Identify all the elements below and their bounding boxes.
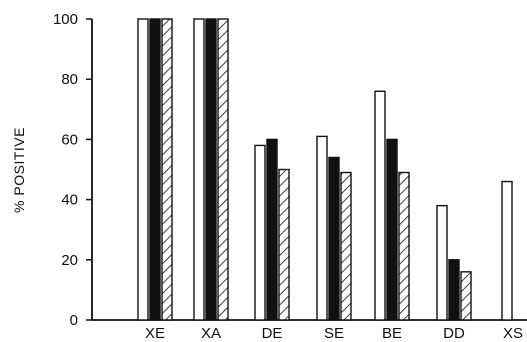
x-tick-label: DD xyxy=(443,325,465,342)
bar-black-xa xyxy=(205,18,217,321)
y-tick-label: 40 xyxy=(61,192,78,209)
bar-hatched-xa xyxy=(217,18,229,321)
y-tick-label: 20 xyxy=(61,252,78,269)
x-tick-label: DE xyxy=(262,325,283,342)
bar-black-xe xyxy=(149,18,161,321)
y-tick-label: 80 xyxy=(61,71,78,88)
bar-white-se xyxy=(316,135,328,321)
bar-hatched-xe xyxy=(161,18,173,321)
y-tick-label: 0 xyxy=(70,312,78,329)
bar-hatched-be xyxy=(398,171,410,321)
bar-white-xe xyxy=(137,18,149,321)
bar-white-be xyxy=(374,90,386,321)
bar-white-dd xyxy=(436,204,448,321)
bar-hatched-de xyxy=(278,168,290,321)
bar-white-xs xyxy=(501,180,513,321)
x-tick-label: SE xyxy=(324,325,344,342)
bar-black-dd xyxy=(448,259,460,321)
x-tick-label: XS xyxy=(503,325,523,342)
bar-hatched-dd xyxy=(460,271,472,321)
bar-white-de xyxy=(254,144,266,321)
bars xyxy=(137,18,513,321)
bar-black-de xyxy=(266,138,278,321)
labels: % POSITIVE 0 20 40 60 80 100 XE XA DE SE BE DD XS xyxy=(11,11,523,342)
bar-black-se xyxy=(328,156,340,321)
y-axis-label: % POSITIVE xyxy=(11,127,27,213)
x-tick-label: XA xyxy=(201,325,221,342)
y-tick-label: 60 xyxy=(61,131,78,148)
y-tick-label: 100 xyxy=(53,11,78,28)
x-tick-label: XE xyxy=(145,325,165,342)
x-tick-label: BE xyxy=(382,325,402,342)
bar-black-be xyxy=(386,138,398,321)
bar-hatched-se xyxy=(340,171,352,321)
bar-white-xa xyxy=(193,18,205,321)
